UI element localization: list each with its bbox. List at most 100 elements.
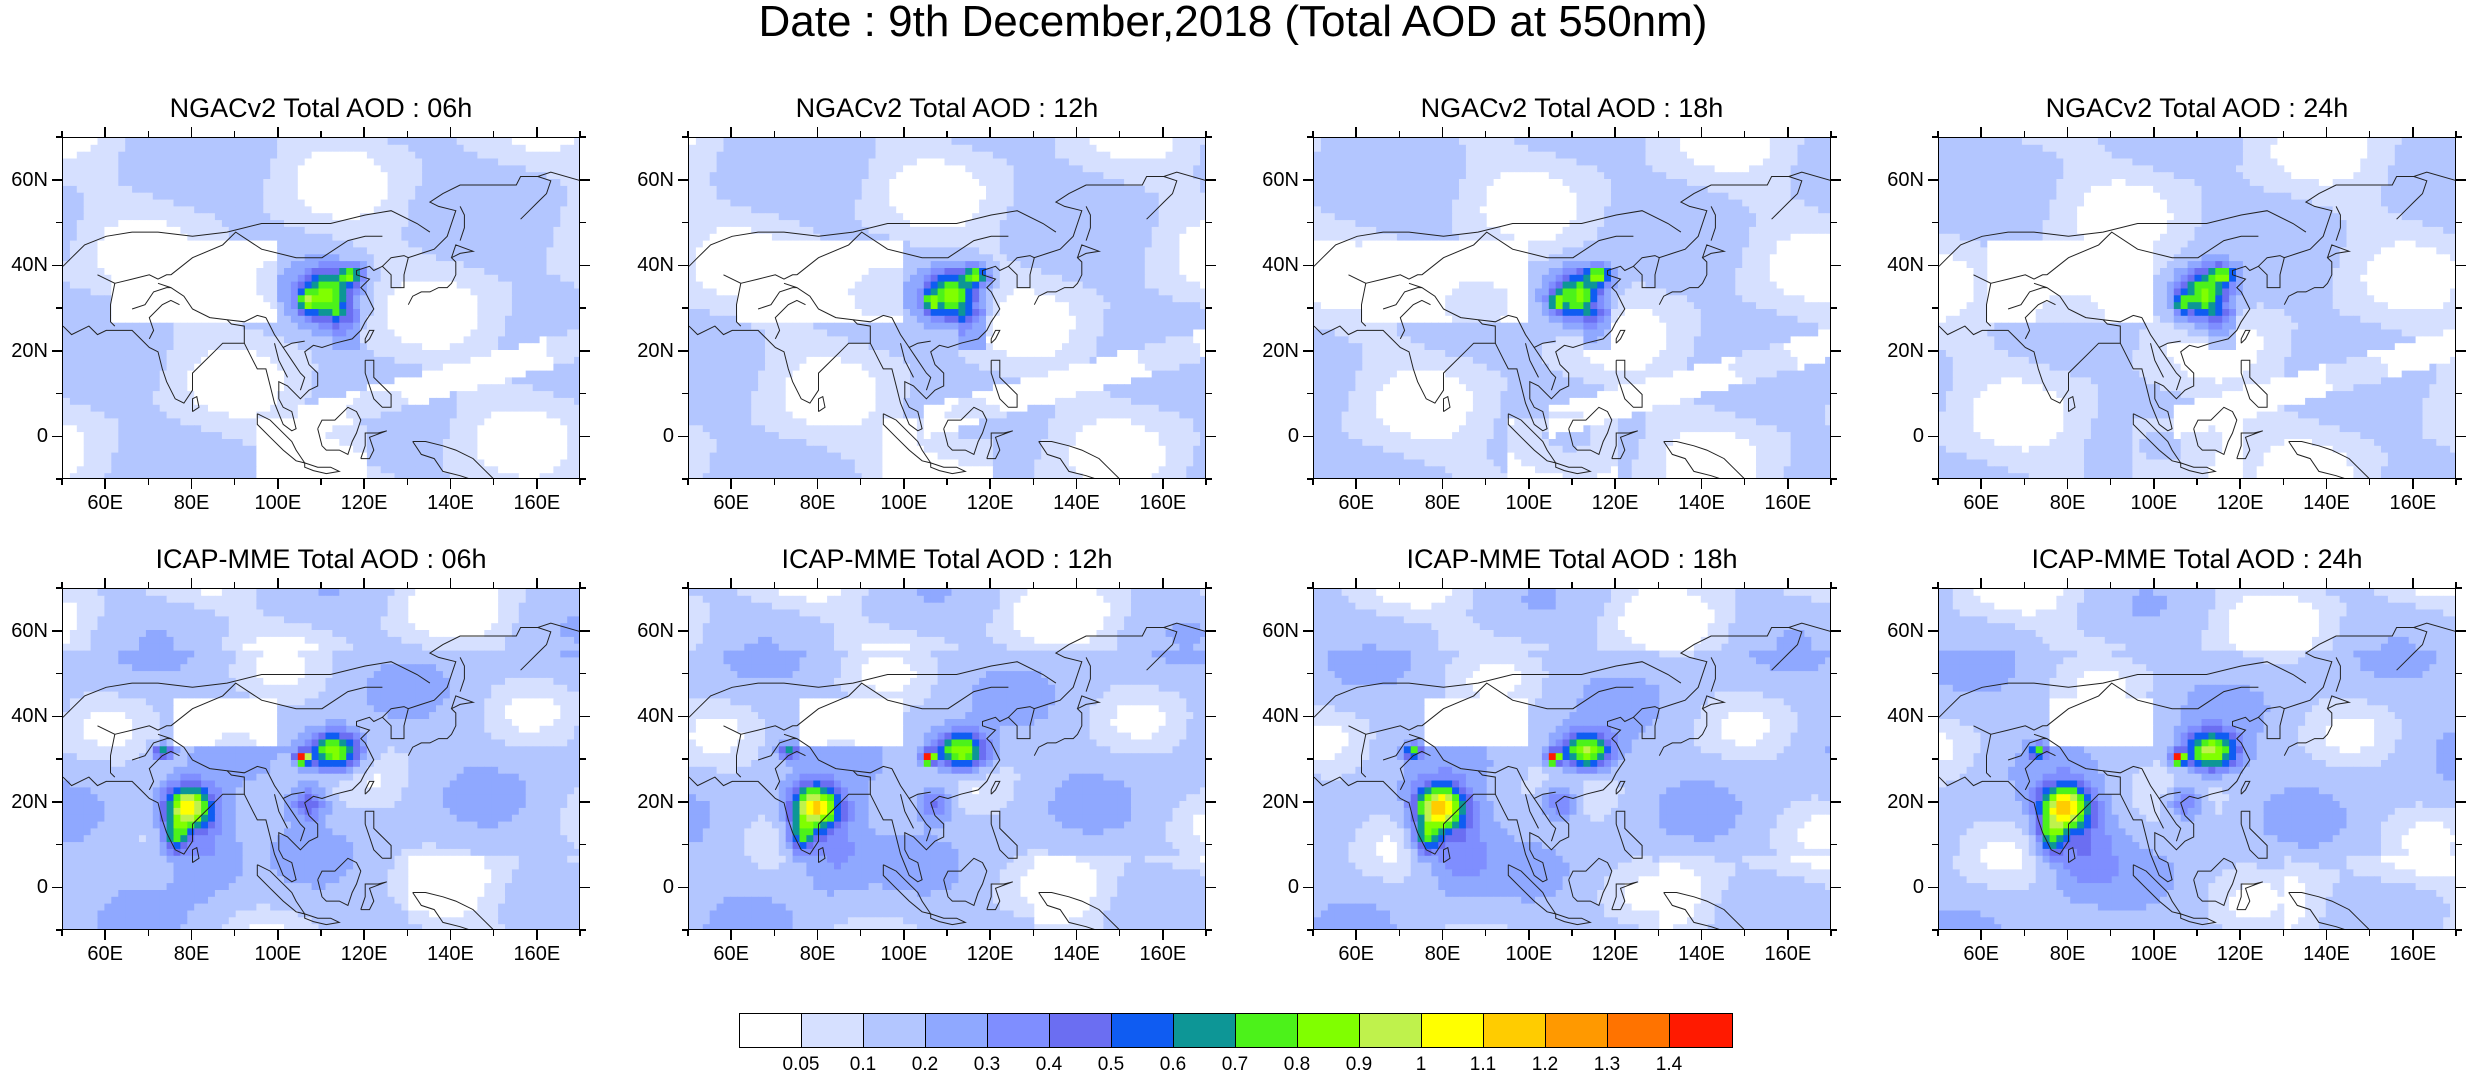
y-tick bbox=[1928, 716, 1938, 718]
y-tick-label: 40N bbox=[1868, 255, 1924, 275]
x-tick bbox=[450, 930, 452, 940]
x-minor-tick bbox=[1937, 930, 1939, 936]
x-tick bbox=[2412, 578, 2414, 588]
x-tick bbox=[1701, 127, 1703, 137]
y-tick bbox=[1831, 179, 1841, 181]
aod-field-map bbox=[63, 138, 580, 479]
x-minor-tick bbox=[1399, 479, 1401, 485]
x-minor-tick bbox=[61, 131, 63, 137]
y-tick bbox=[52, 630, 62, 632]
x-tick-label: 80E bbox=[1403, 493, 1483, 513]
x-tick bbox=[1076, 479, 1078, 489]
x-minor-tick bbox=[1119, 930, 1121, 936]
colorbar-swatch bbox=[1112, 1014, 1174, 1047]
x-minor-tick bbox=[946, 131, 948, 137]
y-tick-label: 60N bbox=[1868, 621, 1924, 641]
y-tick bbox=[2456, 350, 2466, 352]
x-minor-tick bbox=[1205, 479, 1207, 485]
x-tick bbox=[2153, 578, 2155, 588]
colorbar-swatch bbox=[1484, 1014, 1546, 1047]
x-minor-tick bbox=[860, 131, 862, 137]
x-tick bbox=[1528, 479, 1530, 489]
x-tick bbox=[1980, 578, 1982, 588]
x-minor-tick bbox=[1312, 582, 1314, 588]
x-tick bbox=[2412, 479, 2414, 489]
x-tick bbox=[1355, 479, 1357, 489]
y-minor-tick bbox=[1206, 587, 1212, 589]
x-minor-tick bbox=[1571, 582, 1573, 588]
x-minor-tick bbox=[1658, 131, 1660, 137]
y-minor-tick bbox=[580, 758, 586, 760]
y-tick bbox=[2456, 887, 2466, 889]
x-tick-label: 60E bbox=[1941, 944, 2021, 964]
y-tick bbox=[678, 350, 688, 352]
colorbar-swatch bbox=[1298, 1014, 1360, 1047]
y-tick bbox=[1303, 716, 1313, 718]
x-tick-label: 60E bbox=[691, 944, 771, 964]
x-tick-label: 120E bbox=[324, 493, 404, 513]
y-tick bbox=[1303, 801, 1313, 803]
x-tick bbox=[536, 479, 538, 489]
x-minor-tick bbox=[148, 930, 150, 936]
y-minor-tick bbox=[2456, 929, 2462, 931]
x-tick bbox=[191, 578, 193, 588]
colorbar-swatch bbox=[1422, 1014, 1484, 1047]
y-minor-tick bbox=[1206, 307, 1212, 309]
y-minor-tick bbox=[1307, 393, 1313, 395]
x-minor-tick bbox=[687, 131, 689, 137]
colorbar-swatch bbox=[988, 1014, 1050, 1047]
y-minor-tick bbox=[1206, 673, 1212, 675]
y-minor-tick bbox=[580, 587, 586, 589]
y-tick-label: 20N bbox=[1243, 341, 1299, 361]
x-minor-tick bbox=[860, 930, 862, 936]
x-minor-tick bbox=[1485, 131, 1487, 137]
x-tick bbox=[2412, 127, 2414, 137]
x-tick bbox=[277, 479, 279, 489]
y-minor-tick bbox=[2456, 673, 2462, 675]
x-minor-tick bbox=[234, 930, 236, 936]
y-minor-tick bbox=[580, 307, 586, 309]
y-minor-tick bbox=[1932, 393, 1938, 395]
x-minor-tick bbox=[1399, 930, 1401, 936]
x-tick-label: 140E bbox=[1037, 944, 1117, 964]
y-minor-tick bbox=[1831, 758, 1837, 760]
x-tick-label: 60E bbox=[1941, 493, 2021, 513]
map-plot-area bbox=[688, 588, 1206, 930]
x-tick-label: 160E bbox=[1123, 944, 1203, 964]
y-tick bbox=[1928, 887, 1938, 889]
y-tick-label: 20N bbox=[0, 341, 48, 361]
aod-field-map bbox=[1314, 589, 1831, 930]
x-tick bbox=[2067, 127, 2069, 137]
x-tick-label: 140E bbox=[1662, 493, 1742, 513]
x-minor-tick bbox=[579, 930, 581, 936]
map-plot-area bbox=[688, 137, 1206, 479]
x-tick bbox=[277, 127, 279, 137]
x-minor-tick bbox=[774, 582, 776, 588]
x-minor-tick bbox=[1571, 930, 1573, 936]
x-minor-tick bbox=[946, 582, 948, 588]
y-tick-label: 0 bbox=[1243, 426, 1299, 446]
y-tick-label: 40N bbox=[0, 255, 48, 275]
x-minor-tick bbox=[2283, 930, 2285, 936]
x-tick bbox=[1442, 479, 1444, 489]
x-minor-tick bbox=[1205, 930, 1207, 936]
x-minor-tick bbox=[2110, 582, 2112, 588]
y-tick bbox=[1928, 436, 1938, 438]
x-tick bbox=[363, 578, 365, 588]
x-tick-label: 100E bbox=[1489, 493, 1569, 513]
y-minor-tick bbox=[580, 222, 586, 224]
x-minor-tick bbox=[61, 479, 63, 485]
y-tick bbox=[1206, 801, 1216, 803]
y-minor-tick bbox=[1206, 393, 1212, 395]
y-tick bbox=[2456, 179, 2466, 181]
x-tick-label: 120E bbox=[2200, 493, 2280, 513]
x-tick bbox=[1701, 578, 1703, 588]
x-tick-label: 140E bbox=[2287, 493, 2367, 513]
x-minor-tick bbox=[687, 479, 689, 485]
x-tick bbox=[903, 930, 905, 940]
x-minor-tick bbox=[493, 582, 495, 588]
y-tick bbox=[678, 436, 688, 438]
y-tick bbox=[1928, 801, 1938, 803]
